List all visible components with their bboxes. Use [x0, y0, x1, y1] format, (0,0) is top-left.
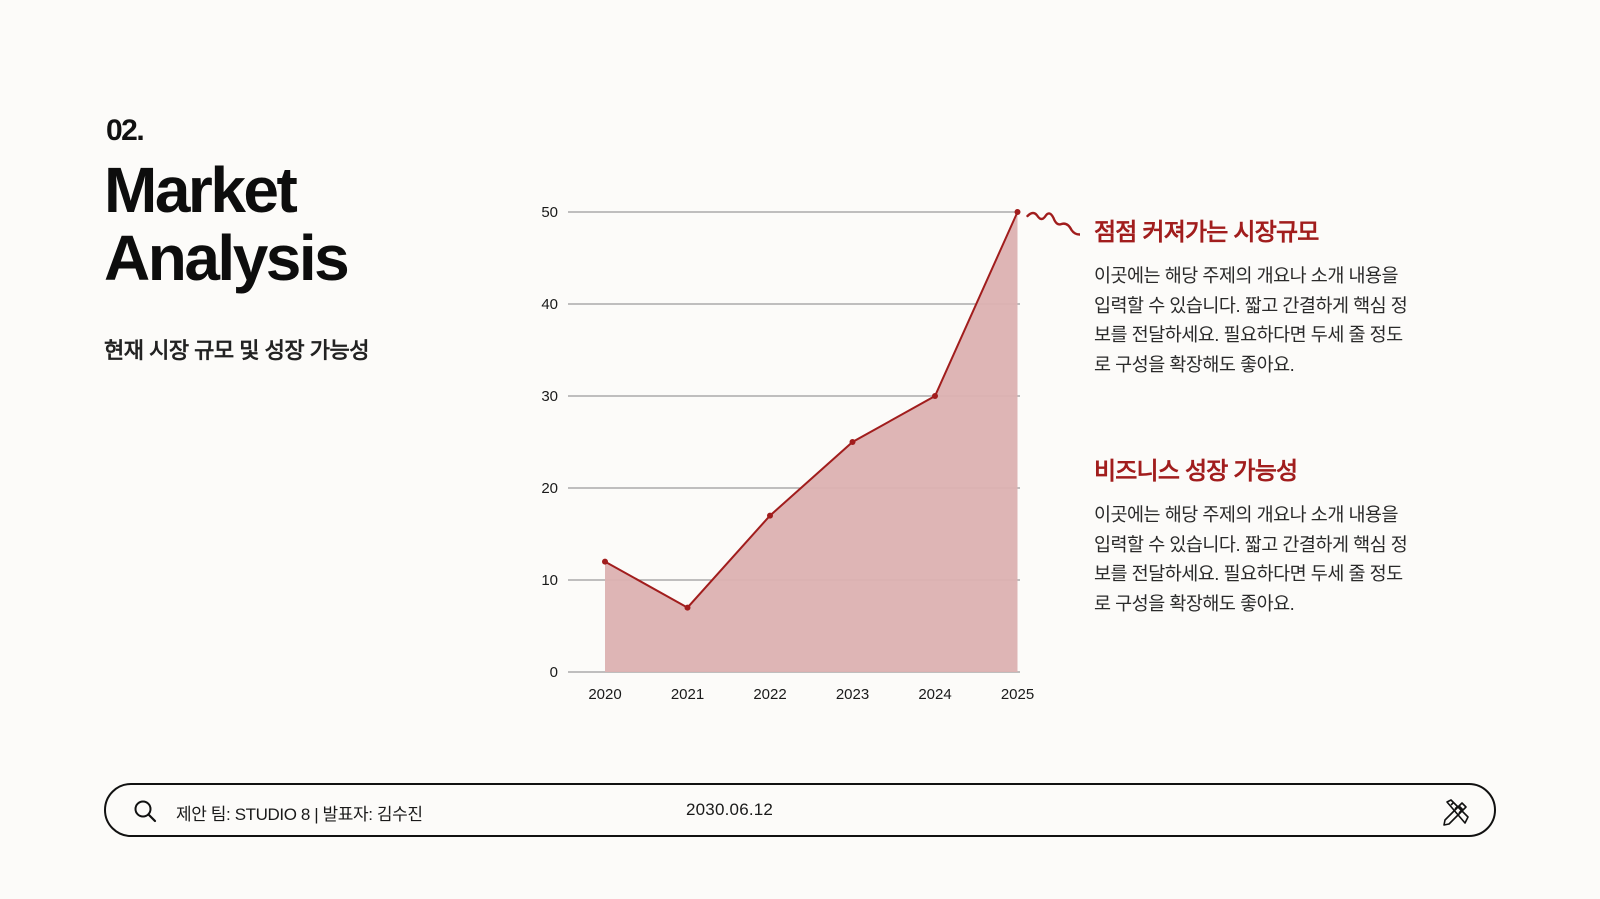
section-market-size: 점점 커져가는 시장규모 이곳에는 해당 주제의 개요나 소개 내용을 입력할 … — [1094, 212, 1474, 379]
section-body: 이곳에는 해당 주제의 개요나 소개 내용을 입력할 수 있습니다. 짧고 간결… — [1094, 504, 1408, 614]
section-growth-potential: 비즈니스 성장 가능성 이곳에는 해당 주제의 개요나 소개 내용을 입력할 수… — [1094, 451, 1474, 618]
x-tick-label: 2022 — [753, 686, 786, 703]
x-tick-label: 2025 — [1001, 686, 1034, 703]
slide-title: Market Analysis — [104, 154, 350, 294]
data-point — [932, 393, 938, 399]
data-point — [1014, 209, 1021, 215]
y-tick-label: 0 — [550, 664, 558, 681]
x-tick-label: 2023 — [836, 686, 869, 703]
data-point — [849, 439, 856, 445]
y-tick-label: 30 — [541, 388, 558, 405]
slide-subtitle: 현재 시장 규모 및 성장 가능성 — [104, 338, 369, 363]
curly-arrow-icon — [1026, 211, 1080, 236]
x-tick-label: 2021 — [671, 686, 704, 703]
presentation-date: 2030.06.12 — [686, 800, 774, 819]
data-point — [767, 512, 773, 519]
x-tick-label: 2024 — [918, 686, 951, 703]
section-heading: 비즈니스 성장 가능성 — [1094, 458, 1298, 485]
footer-search-bar[interactable]: 제안 팀: STUDIO 8 | 발표자: 김수진 2030.06.12 — [104, 783, 1496, 837]
data-point — [602, 558, 608, 565]
market-size-chart: 0 10 20 30 40 50 2020 2021 2022 2023 2024 2025 — [541, 204, 1080, 703]
presenter-info: 제안 팀: STUDIO 8 | 발표자: 김수진 — [176, 805, 423, 824]
y-tick-label: 20 — [541, 480, 558, 497]
series-line — [604, 211, 1019, 609]
series-area — [605, 212, 1018, 672]
y-tick-label: 50 — [541, 204, 558, 221]
search-icon[interactable] — [132, 798, 158, 829]
y-tick-label: 10 — [541, 572, 558, 589]
section-body: 이곳에는 해당 주제의 개요나 소개 내용을 입력할 수 있습니다. 짧고 간결… — [1094, 265, 1408, 375]
y-tick-label: 40 — [541, 296, 558, 313]
slide-number: 02. — [106, 114, 145, 147]
x-tick-label: 2020 — [588, 686, 621, 703]
section-heading: 점점 커져가는 시장규모 — [1094, 219, 1319, 246]
pencil-ruler-icon[interactable] — [1440, 796, 1472, 833]
data-point — [684, 604, 691, 611]
